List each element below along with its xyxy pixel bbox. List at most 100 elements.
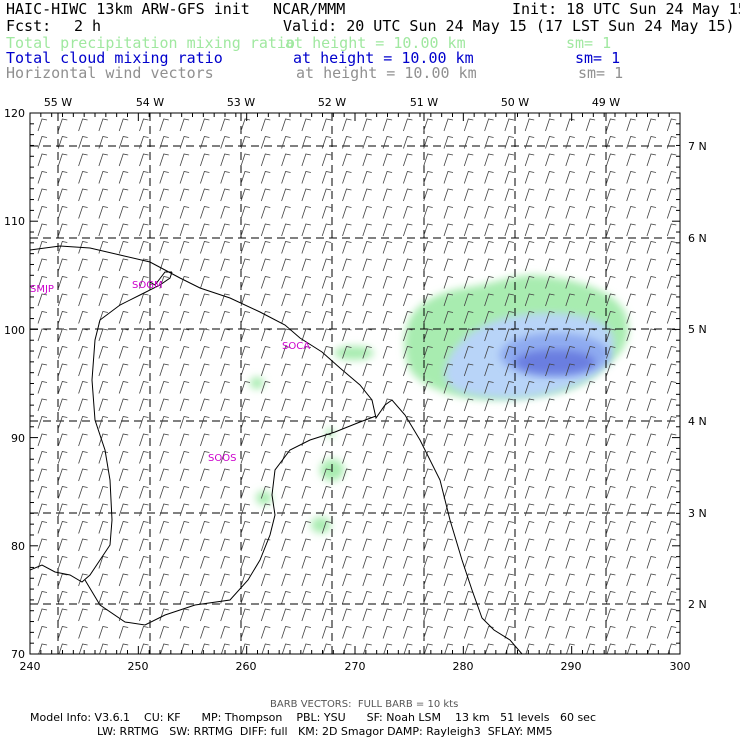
wind-barb (321, 346, 332, 359)
field-wind-height: at height = 10.00 km (296, 64, 477, 82)
wind-barb (37, 451, 48, 464)
wind-barb (281, 468, 291, 482)
wind-barb (179, 433, 190, 447)
wind-barb (504, 363, 514, 377)
wind-barb (423, 538, 433, 552)
wind-barb (321, 416, 332, 429)
wind-barb (463, 153, 474, 167)
wind-barb (321, 608, 332, 622)
wind-barb (321, 241, 332, 254)
wind-barb (342, 118, 352, 132)
wind-barb (281, 486, 291, 499)
wind-barb (240, 188, 251, 202)
wind-barb (504, 206, 514, 219)
wind-barb (260, 573, 271, 587)
wind-barb (484, 136, 494, 149)
wind-barb (443, 433, 454, 447)
wind-barb (281, 346, 291, 359)
wind-barb (545, 276, 555, 289)
wind-barb (362, 293, 372, 307)
wind-barb (98, 363, 108, 377)
wind-barb (322, 643, 332, 654)
wind-barb (240, 171, 251, 184)
wind-barb (78, 433, 88, 447)
wind-barb (606, 486, 616, 499)
wind-barb (159, 188, 169, 202)
wind-barb (484, 626, 494, 639)
wind-barb (423, 486, 433, 499)
wind-barb (565, 136, 575, 149)
wind-barb (666, 451, 677, 464)
wind-barb (220, 118, 230, 132)
wind-barb (159, 591, 169, 604)
wind-barb (362, 258, 372, 272)
wind-barb (646, 171, 657, 184)
wind-barb (585, 153, 596, 167)
wind-barb (342, 171, 352, 184)
wind-barb (260, 521, 271, 534)
wind-barb (118, 468, 129, 482)
wind-barb (606, 521, 616, 534)
wind-barb (362, 311, 372, 324)
wind-barb (139, 398, 149, 412)
wind-barb (443, 591, 454, 604)
wind-barb (585, 556, 596, 569)
lon-label-54w: 54 W (136, 96, 164, 109)
wind-barb (403, 468, 413, 482)
wind-barb (423, 451, 433, 464)
wind-barb (179, 486, 190, 499)
lon-label-55w: 55 W (44, 96, 72, 109)
wind-barb (626, 573, 636, 587)
wind-barb (443, 363, 454, 377)
wind-barb (342, 573, 352, 587)
wind-barb (484, 643, 494, 654)
wind-barb (119, 643, 129, 654)
y-tick-80: 80 (11, 540, 25, 553)
wind-barb (342, 398, 352, 412)
wind-barb (362, 416, 372, 429)
wind-barb (423, 433, 433, 447)
wind-barb (260, 153, 271, 167)
wind-barb (362, 136, 372, 149)
wind-barb (606, 118, 616, 132)
wind-barb (606, 433, 616, 447)
wind-barb (382, 311, 393, 324)
init-time: Init: 18 UTC Sun 24 May 15 (512, 0, 740, 18)
latitude-labels: 7 N 6 N 5 N 4 N 3 N 2 N (688, 140, 707, 611)
wind-barb (240, 258, 251, 272)
wind-barb (139, 276, 149, 289)
wind-barb (118, 433, 129, 447)
wind-barb (118, 591, 129, 604)
wind-barb (118, 346, 129, 359)
wind-barb (504, 451, 514, 464)
wind-barb (545, 206, 555, 219)
wind-barb (443, 573, 454, 587)
wind-barb (646, 276, 657, 289)
wind-barb (363, 643, 372, 654)
wind-barb (484, 486, 494, 499)
wind-barb (37, 293, 48, 307)
wind-barb (200, 468, 210, 482)
wind-barb (362, 521, 372, 534)
wind-barb (403, 573, 413, 587)
wind-barb (240, 626, 251, 639)
wind-barb (220, 223, 230, 237)
wind-barb (606, 573, 616, 587)
wind-barb (646, 626, 657, 639)
wind-barb (666, 433, 677, 447)
wind-barb (281, 433, 291, 447)
wind-barb (220, 433, 230, 447)
wind-barb (78, 311, 88, 324)
wind-barb (362, 626, 372, 639)
forecast-value: 2 h (74, 17, 102, 35)
wind-barb (463, 591, 474, 604)
wind-barb (403, 153, 413, 167)
lon-label-49w: 49 W (592, 96, 620, 109)
wind-barb (220, 521, 230, 534)
wind-barb (179, 451, 190, 464)
wind-barb (666, 486, 677, 499)
wind-barb (606, 241, 616, 254)
wind-barb (403, 346, 413, 359)
wind-barb (301, 503, 311, 517)
wind-barb (666, 311, 677, 324)
